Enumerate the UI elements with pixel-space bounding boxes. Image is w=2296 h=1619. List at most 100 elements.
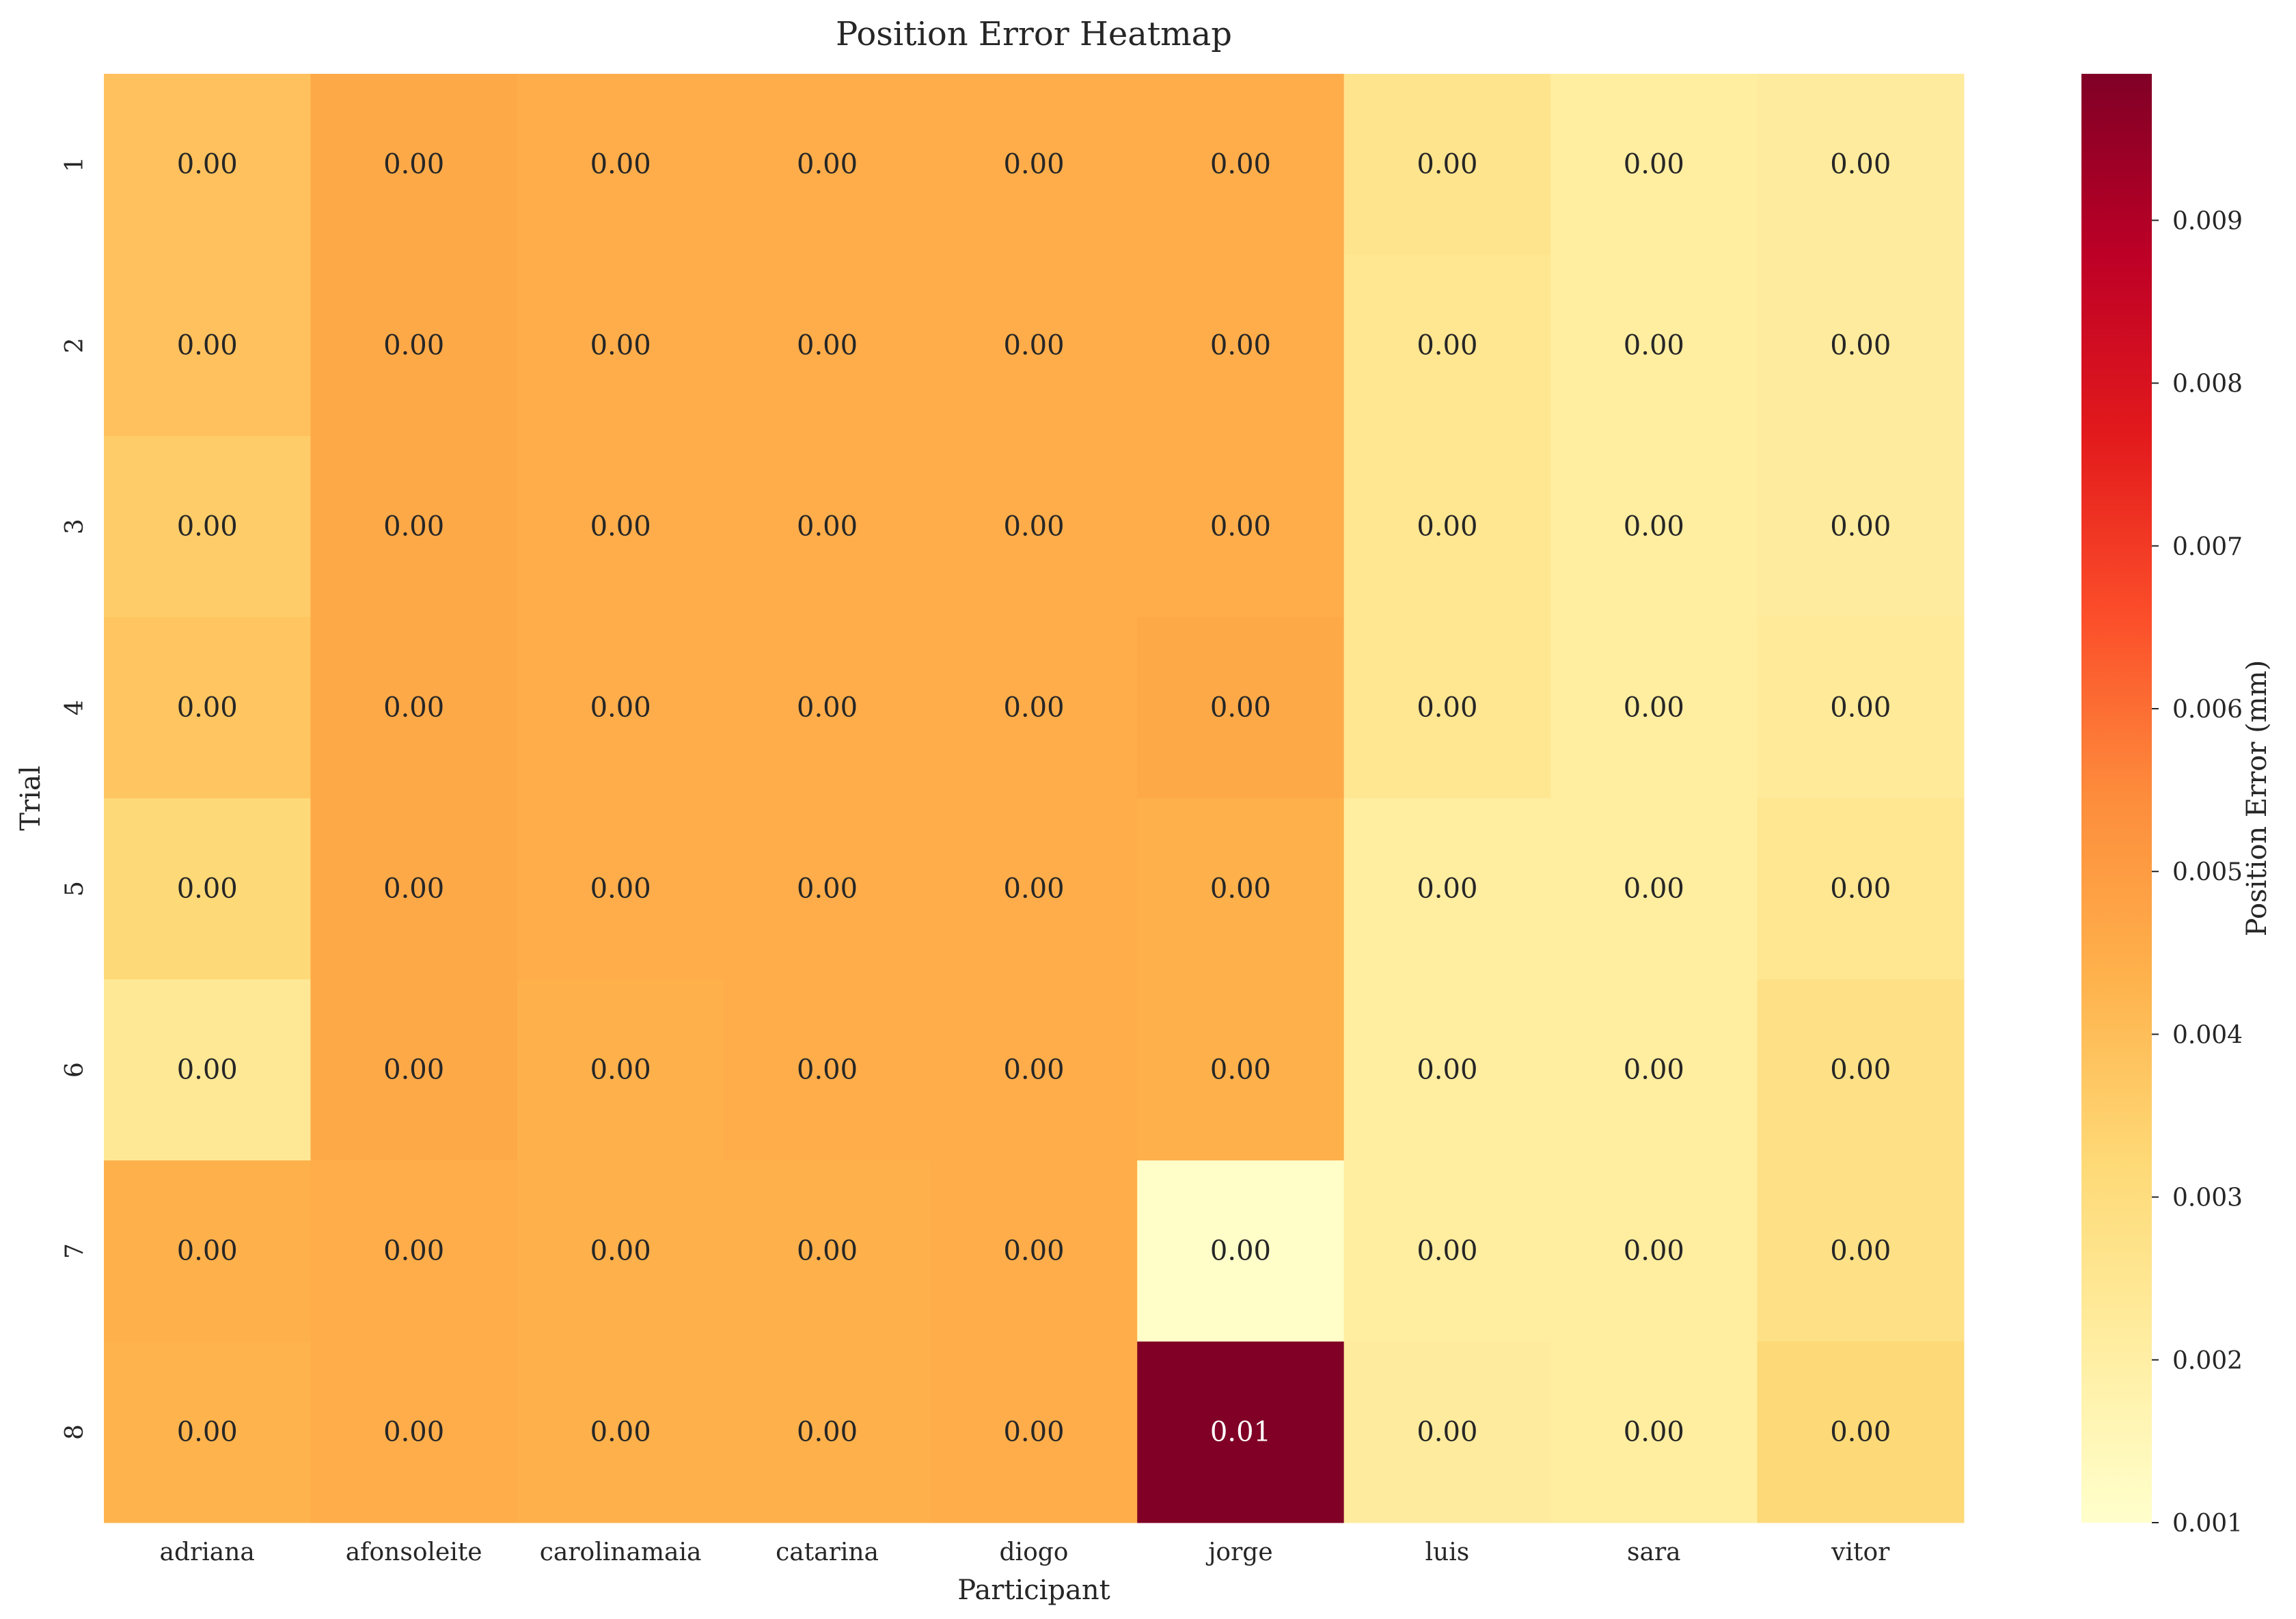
heatmap-cell bbox=[1343, 74, 1551, 256]
colorbar-tick-label: 0.007 bbox=[2172, 533, 2243, 561]
heatmap-cell bbox=[517, 1342, 724, 1523]
cell-annotation: 0.00 bbox=[177, 330, 238, 362]
heatmap-cell bbox=[104, 255, 311, 437]
heatmap-cell bbox=[310, 617, 518, 799]
cell-annotation: 0.01 bbox=[1210, 1417, 1271, 1448]
heatmap-cell bbox=[1137, 74, 1345, 256]
cell-annotation: 0.00 bbox=[590, 1417, 651, 1448]
cell-annotation: 0.00 bbox=[1624, 1236, 1684, 1267]
heatmap-cell bbox=[310, 436, 518, 618]
y-tick-label: 6 bbox=[61, 1062, 89, 1078]
cell-annotation: 0.00 bbox=[383, 1417, 444, 1448]
cell-annotation: 0.00 bbox=[1210, 1055, 1271, 1086]
cell-annotation: 0.00 bbox=[797, 1417, 858, 1448]
heatmap-cell bbox=[1757, 979, 1965, 1161]
heatmap-cell bbox=[310, 979, 518, 1161]
heatmap-cell bbox=[724, 979, 931, 1161]
heatmap-cell bbox=[930, 436, 1138, 618]
cell-annotation: 0.00 bbox=[1003, 1236, 1064, 1267]
cell-annotation: 0.00 bbox=[1210, 692, 1271, 724]
heatmap-cell bbox=[1343, 1160, 1551, 1342]
heatmap-cell bbox=[1550, 255, 1758, 437]
cell-annotation: 0.00 bbox=[590, 873, 651, 905]
cell-annotation: 0.00 bbox=[1624, 1417, 1684, 1448]
heatmap-cell bbox=[930, 1342, 1138, 1523]
cell-annotation: 0.00 bbox=[1003, 149, 1064, 180]
cell-annotation: 0.00 bbox=[1624, 873, 1684, 905]
heatmap-cell bbox=[517, 436, 724, 618]
cell-annotation: 0.00 bbox=[177, 149, 238, 180]
colorbar-tick-label: 0.008 bbox=[2172, 370, 2243, 398]
heatmap-cell bbox=[1137, 617, 1345, 799]
heatmap-cell bbox=[1343, 617, 1551, 799]
heatmap-cell bbox=[1343, 979, 1551, 1161]
heatmap-cell bbox=[517, 979, 724, 1161]
y-tick-labels: 1 2 3 4 5 6 7 8 bbox=[61, 157, 89, 1440]
cell-annotation: 0.00 bbox=[1830, 149, 1891, 180]
heatmap-cell bbox=[930, 74, 1138, 256]
colorbar-tick-label: 0.006 bbox=[2172, 696, 2243, 724]
heatmap-cell bbox=[724, 436, 931, 618]
cell-annotation: 0.00 bbox=[1417, 873, 1477, 905]
cell-annotation: 0.00 bbox=[1830, 1055, 1891, 1086]
cell-annotation: 0.00 bbox=[1624, 1055, 1684, 1086]
cell-annotation: 0.00 bbox=[383, 692, 444, 724]
cell-annotation: 0.00 bbox=[177, 511, 238, 543]
cell-annotation: 0.00 bbox=[590, 511, 651, 543]
heatmap-cell bbox=[930, 798, 1138, 980]
x-tick-label: jorge bbox=[1205, 1538, 1272, 1566]
heatmap-cell bbox=[724, 798, 931, 980]
colorbar-ticks: 0.001 0.002 0.003 0.004 0.005 0.006 0.007 0.008… bbox=[2152, 207, 2243, 1538]
colorbar-tick-label: 0.002 bbox=[2172, 1347, 2243, 1375]
x-tick-label: vitor bbox=[1831, 1538, 1890, 1566]
cell-annotation: 0.00 bbox=[383, 1055, 444, 1086]
cell-annotation: 0.00 bbox=[1830, 873, 1891, 905]
cell-annotation: 0.00 bbox=[797, 692, 858, 724]
x-tick-label: afonsoleite bbox=[346, 1538, 482, 1566]
cell-annotation: 0.00 bbox=[1830, 692, 1891, 724]
cell-annotation: 0.00 bbox=[1210, 1236, 1271, 1267]
cell-annotation: 0.00 bbox=[1003, 511, 1064, 543]
y-tick-label: 1 bbox=[61, 157, 89, 172]
cell-annotation: 0.00 bbox=[383, 149, 444, 180]
heatmap-cell bbox=[1757, 1342, 1965, 1523]
heatmap-cell bbox=[1757, 1160, 1965, 1342]
heatmap-cell bbox=[517, 617, 724, 799]
heatmap-cell bbox=[930, 1160, 1138, 1342]
cell-annotation: 0.00 bbox=[1417, 1236, 1477, 1267]
cell-annotation: 0.00 bbox=[797, 511, 858, 543]
heatmap-cell bbox=[517, 255, 724, 437]
heatmap-cell bbox=[1757, 617, 1965, 799]
heatmap-cell bbox=[724, 1342, 931, 1523]
cell-annotation: 0.00 bbox=[590, 1055, 651, 1086]
cell-annotation: 0.00 bbox=[1830, 1236, 1891, 1267]
y-tick-label: 7 bbox=[61, 1243, 89, 1259]
colorbar-label: Position Error (mm) bbox=[2241, 660, 2273, 937]
cell-annotation: 0.00 bbox=[1417, 330, 1477, 362]
cell-annotation: 0.00 bbox=[383, 511, 444, 543]
heatmap-cell bbox=[1137, 798, 1345, 980]
x-tick-label: carolinamaia bbox=[540, 1538, 702, 1566]
cell-annotation: 0.00 bbox=[1003, 1055, 1064, 1086]
heatmap-cell bbox=[724, 617, 931, 799]
cell-annotation: 0.00 bbox=[383, 1236, 444, 1267]
cell-annotation: 0.00 bbox=[1003, 873, 1064, 905]
heatmap-cell bbox=[104, 979, 311, 1161]
heatmap-cell bbox=[1550, 979, 1758, 1161]
cell-annotation: 0.00 bbox=[1003, 1417, 1064, 1448]
y-tick-label: 3 bbox=[61, 519, 89, 534]
heatmap-cell bbox=[930, 255, 1138, 437]
cell-annotation: 0.00 bbox=[177, 1055, 238, 1086]
heatmap-cell-labels: 0.00 0.00 0.00 0.00 0.00 0.00 0.00 0.00 0.00 0.00… bbox=[177, 149, 1891, 1448]
heatmap-cell bbox=[1550, 74, 1758, 256]
cell-annotation: 0.00 bbox=[1003, 692, 1064, 724]
y-tick-label: 4 bbox=[61, 700, 89, 716]
heatmap-cell bbox=[1137, 1342, 1345, 1523]
cell-annotation: 0.00 bbox=[1624, 330, 1684, 362]
cell-annotation: 0.00 bbox=[1210, 511, 1271, 543]
heatmap-cell bbox=[1137, 979, 1345, 1161]
cell-annotation: 0.00 bbox=[383, 330, 444, 362]
heatmap-cell bbox=[310, 255, 518, 437]
cell-annotation: 0.00 bbox=[590, 692, 651, 724]
